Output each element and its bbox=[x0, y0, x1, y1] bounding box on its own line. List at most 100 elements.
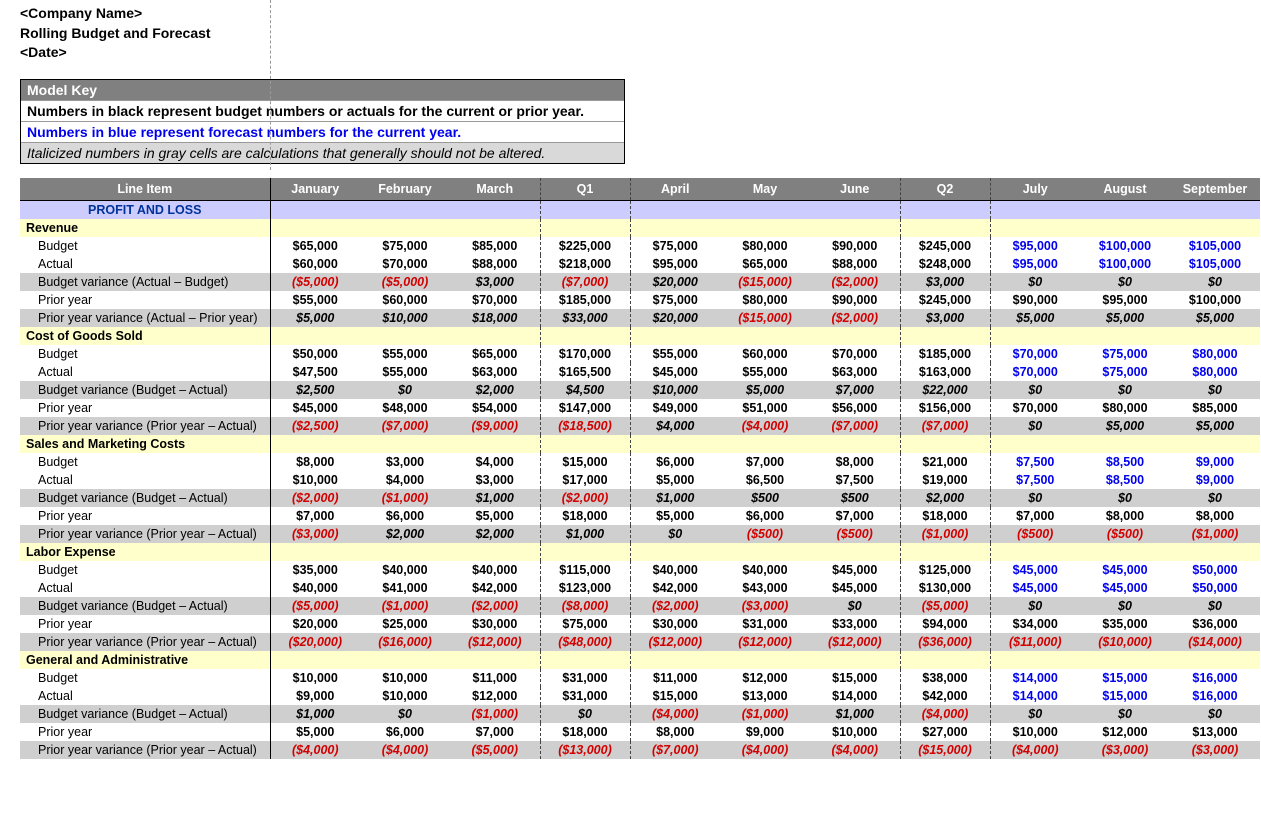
cell-value: $40,000 bbox=[450, 561, 540, 579]
cell-value: $8,000 bbox=[1170, 507, 1260, 525]
col-q2: Q2 bbox=[900, 178, 990, 201]
data-row: Budget variance (Budget – Actual)($5,000… bbox=[20, 597, 1260, 615]
cell-value: $65,000 bbox=[270, 237, 360, 255]
cell-value: ($12,000) bbox=[450, 633, 540, 651]
cell-value: $1,000 bbox=[270, 705, 360, 723]
cell-value: $500 bbox=[810, 489, 900, 507]
cell-value: $3,000 bbox=[450, 471, 540, 489]
cell-value: $45,000 bbox=[270, 399, 360, 417]
cell-value: $18,000 bbox=[540, 507, 630, 525]
row-label: Prior year variance (Prior year – Actual… bbox=[20, 417, 270, 435]
row-label: Prior year bbox=[20, 291, 270, 309]
cell-value: $31,000 bbox=[540, 669, 630, 687]
category-row: General and Administrative bbox=[20, 651, 1260, 669]
cell-value: $1,000 bbox=[540, 525, 630, 543]
report-date: <Date> bbox=[20, 43, 1241, 63]
cell-value: $0 bbox=[1080, 597, 1170, 615]
data-row: Prior year variance (Prior year – Actual… bbox=[20, 525, 1260, 543]
row-label: Budget variance (Budget – Actual) bbox=[20, 489, 270, 507]
cell-value: $35,000 bbox=[270, 561, 360, 579]
row-label: Actual bbox=[20, 579, 270, 597]
cell-value: $9,000 bbox=[1170, 453, 1260, 471]
cell-value: ($16,000) bbox=[360, 633, 450, 651]
cell-value: $30,000 bbox=[630, 615, 720, 633]
cell-value: $25,000 bbox=[360, 615, 450, 633]
cell-value: $4,000 bbox=[360, 471, 450, 489]
cell-value: $27,000 bbox=[900, 723, 990, 741]
cell-value: $45,000 bbox=[630, 363, 720, 381]
cell-value: $7,500 bbox=[810, 471, 900, 489]
data-row: Prior year$5,000$6,000$7,000$18,000$8,00… bbox=[20, 723, 1260, 741]
cell-value: $20,000 bbox=[630, 273, 720, 291]
cell-value: $14,000 bbox=[990, 687, 1080, 705]
row-label: Budget variance (Budget – Actual) bbox=[20, 597, 270, 615]
cell-value: ($4,000) bbox=[720, 417, 810, 435]
cell-value: $9,000 bbox=[720, 723, 810, 741]
cell-value: $65,000 bbox=[450, 345, 540, 363]
cell-value: $70,000 bbox=[450, 291, 540, 309]
cell-value: ($8,000) bbox=[540, 597, 630, 615]
cell-value: ($7,000) bbox=[810, 417, 900, 435]
cell-value: $55,000 bbox=[360, 363, 450, 381]
cell-value: $41,000 bbox=[360, 579, 450, 597]
cell-value: $34,000 bbox=[990, 615, 1080, 633]
col-aug: August bbox=[1080, 178, 1170, 201]
data-row: Prior year variance (Actual – Prior year… bbox=[20, 309, 1260, 327]
data-row: Budget variance (Budget – Actual)$1,000$… bbox=[20, 705, 1260, 723]
cell-value: $43,000 bbox=[720, 579, 810, 597]
cell-value: $5,000 bbox=[630, 471, 720, 489]
cell-value: $31,000 bbox=[720, 615, 810, 633]
cell-value: $80,000 bbox=[720, 291, 810, 309]
cell-value: $33,000 bbox=[540, 309, 630, 327]
cell-value: ($14,000) bbox=[1170, 633, 1260, 651]
cell-value: $8,500 bbox=[1080, 471, 1170, 489]
cell-value: $15,000 bbox=[630, 687, 720, 705]
col-jul: July bbox=[990, 178, 1080, 201]
cell-value: $5,000 bbox=[270, 309, 360, 327]
cell-value: $75,000 bbox=[630, 237, 720, 255]
data-row: Budget variance (Budget – Actual)($2,000… bbox=[20, 489, 1260, 507]
cell-value: $1,000 bbox=[630, 489, 720, 507]
row-label: Prior year variance (Actual – Prior year… bbox=[20, 309, 270, 327]
cell-value: $15,000 bbox=[810, 669, 900, 687]
cell-value: $13,000 bbox=[720, 687, 810, 705]
cell-value: $3,000 bbox=[900, 273, 990, 291]
cell-value: $95,000 bbox=[630, 255, 720, 273]
col-feb: February bbox=[360, 178, 450, 201]
cell-value: $0 bbox=[540, 705, 630, 723]
cell-value: $2,000 bbox=[360, 525, 450, 543]
category-name: Cost of Goods Sold bbox=[20, 327, 270, 345]
cell-value: $40,000 bbox=[720, 561, 810, 579]
cell-value: $48,000 bbox=[360, 399, 450, 417]
data-row: Prior year$45,000$48,000$54,000$147,000$… bbox=[20, 399, 1260, 417]
cell-value: $8,500 bbox=[1080, 453, 1170, 471]
col-q1: Q1 bbox=[540, 178, 630, 201]
data-row: Prior year variance (Prior year – Actual… bbox=[20, 741, 1260, 759]
cell-value: $55,000 bbox=[270, 291, 360, 309]
cell-value: $4,000 bbox=[450, 453, 540, 471]
cell-value: $6,500 bbox=[720, 471, 810, 489]
row-label: Budget bbox=[20, 561, 270, 579]
cell-value: ($2,500) bbox=[270, 417, 360, 435]
cell-value: $2,000 bbox=[900, 489, 990, 507]
category-row: Cost of Goods Sold bbox=[20, 327, 1260, 345]
cell-value: $15,000 bbox=[1080, 669, 1170, 687]
cell-value: ($1,000) bbox=[360, 597, 450, 615]
cell-value: ($1,000) bbox=[450, 705, 540, 723]
cell-value: $16,000 bbox=[1170, 687, 1260, 705]
cell-value: $5,000 bbox=[1170, 417, 1260, 435]
cell-value: ($500) bbox=[1080, 525, 1170, 543]
cell-value: ($15,000) bbox=[900, 741, 990, 759]
cell-value: $245,000 bbox=[900, 291, 990, 309]
cell-value: $22,000 bbox=[900, 381, 990, 399]
cell-value: $80,000 bbox=[1170, 363, 1260, 381]
cell-value: ($7,000) bbox=[360, 417, 450, 435]
cell-value: $95,000 bbox=[990, 237, 1080, 255]
data-row: Prior year variance (Prior year – Actual… bbox=[20, 417, 1260, 435]
cell-value: $0 bbox=[1080, 705, 1170, 723]
cell-value: $18,000 bbox=[900, 507, 990, 525]
category-row: Revenue bbox=[20, 219, 1260, 237]
cell-value: $0 bbox=[1170, 381, 1260, 399]
cell-value: $50,000 bbox=[1170, 561, 1260, 579]
budget-table: Line Item January February March Q1 Apri… bbox=[20, 178, 1260, 759]
